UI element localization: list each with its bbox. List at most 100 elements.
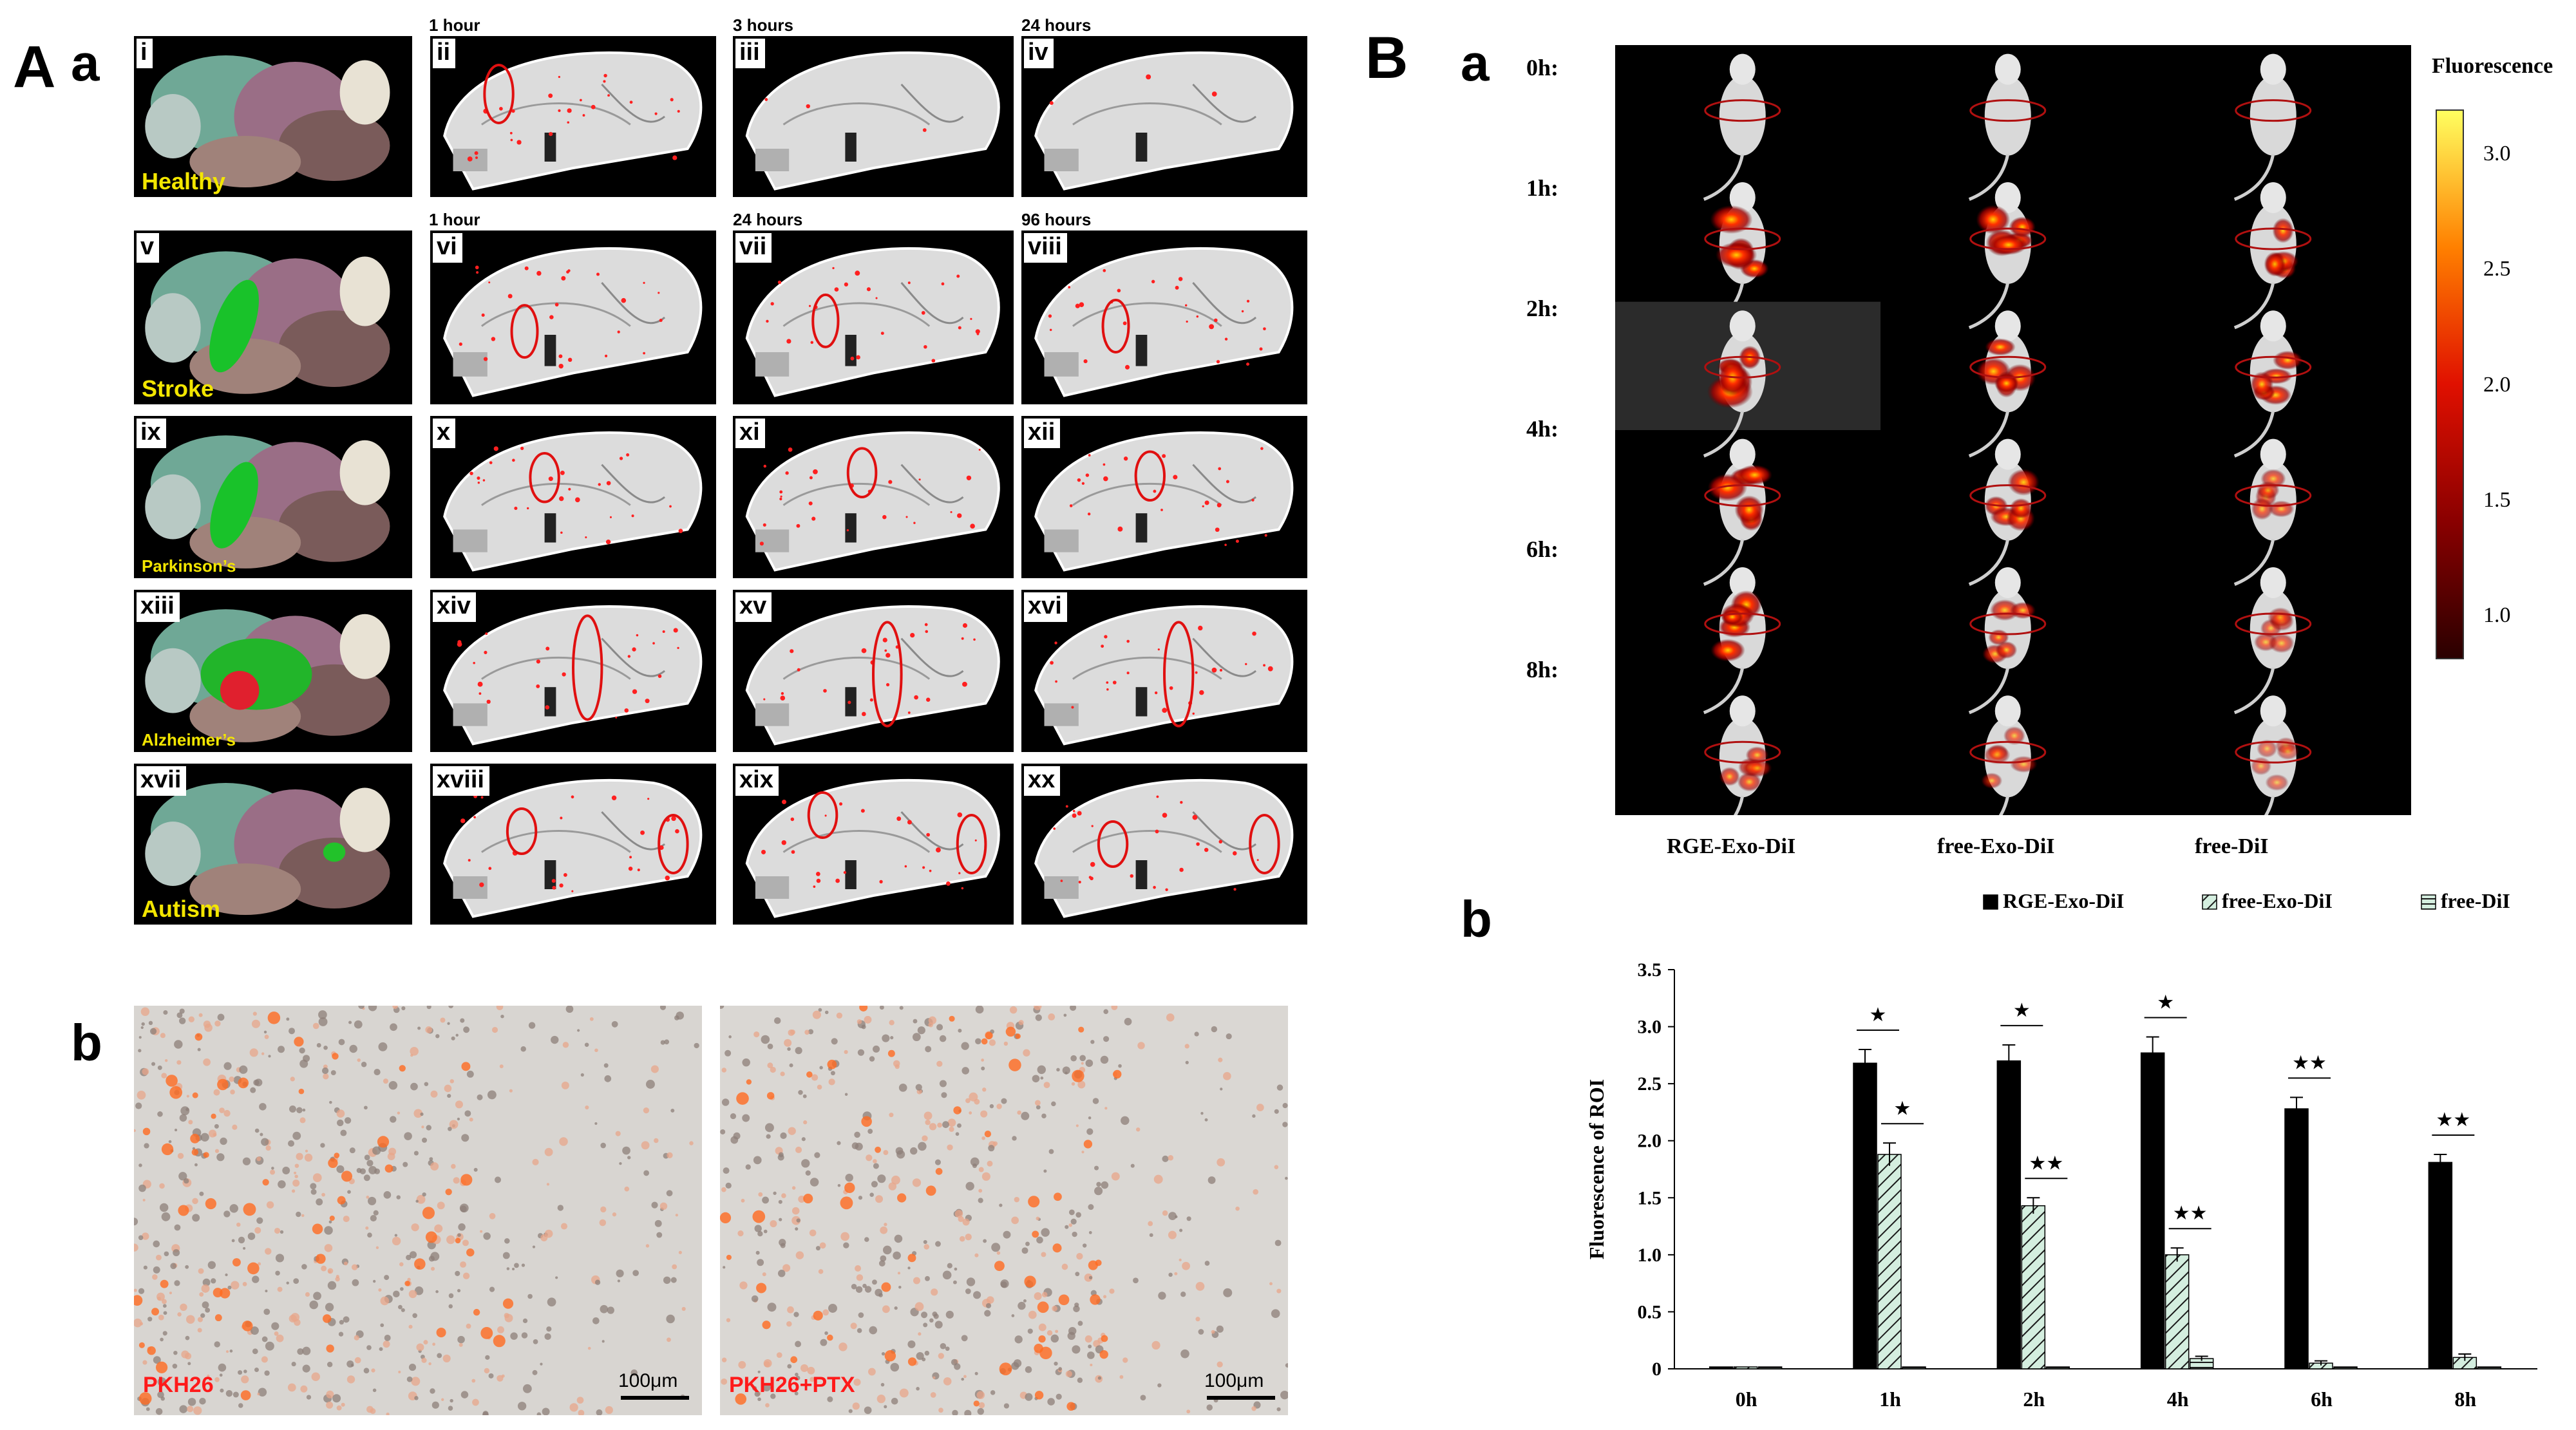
brain-numeral-4: xiii bbox=[137, 592, 180, 622]
micrograph-pkh26: PKH26 100μm bbox=[134, 1006, 702, 1415]
micrograph-pkh26-image bbox=[134, 1006, 702, 1415]
brain-scan-iv: iv bbox=[1021, 36, 1307, 197]
micrograph-pkh26-ptx-scale: 100μm bbox=[1204, 1370, 1264, 1391]
legend-label-0: RGE-Exo-DiI bbox=[2003, 889, 2124, 912]
brain-scan-ii: ii bbox=[430, 36, 716, 197]
colorbar-title: Fluorescence bbox=[2432, 54, 2553, 78]
micrograph-pkh26-scale: 100μm bbox=[618, 1370, 678, 1391]
bar-RGE-Exo-DiI-4h bbox=[2140, 1052, 2165, 1369]
bar-RGE-Exo-DiI-6h bbox=[2284, 1108, 2309, 1369]
y-tick-label-4: 2.0 bbox=[1638, 1131, 1662, 1152]
x-tick-label-4h: 4h bbox=[2167, 1388, 2189, 1411]
bar-RGE-Exo-DiI-1h bbox=[1853, 1062, 1877, 1369]
time-header-viii: 96 hours bbox=[1021, 210, 1092, 229]
bar-free-DiI-8h bbox=[2477, 1366, 2502, 1369]
mouse-5-1 bbox=[1968, 695, 2047, 843]
mouse-5-0 bbox=[1703, 695, 1781, 843]
brain-illustration-2: v Stroke bbox=[134, 230, 412, 404]
y-tick-label-2: 1.0 bbox=[1638, 1245, 1662, 1266]
significance-marker-1: ★ bbox=[1894, 1097, 1911, 1120]
imaging-row-time-4: 6h: bbox=[1526, 536, 1559, 562]
mouse-2-2 bbox=[2233, 310, 2312, 458]
y-tick-label-3: 1.5 bbox=[1638, 1187, 1662, 1209]
mouse-1-0 bbox=[1703, 182, 1781, 330]
y-tick-label-7: 3.5 bbox=[1638, 959, 1662, 981]
mouse-2-1 bbox=[1968, 310, 2047, 458]
imaging-column-label-1: free-Exo-DiI bbox=[1937, 834, 2055, 858]
scan-numeral-xviii: xviii bbox=[433, 766, 489, 796]
x-tick-label-1h: 1h bbox=[1879, 1388, 1901, 1411]
imaging-row-time-5: 8h: bbox=[1526, 657, 1559, 682]
y-tick-label-5: 2.5 bbox=[1638, 1073, 1662, 1095]
bar-free-Exo-DiI-2h bbox=[2021, 1205, 2046, 1369]
bar-free-Exo-DiI-1h bbox=[1877, 1154, 1902, 1369]
bar-free-DiI-2h bbox=[2045, 1366, 2070, 1369]
panel-a-label: A bbox=[13, 34, 56, 100]
brain-scan-xv: xv bbox=[733, 590, 1014, 752]
legend-swatch-0 bbox=[1983, 894, 1998, 910]
scan-numeral-viii: viii bbox=[1024, 233, 1067, 263]
scan-numeral-xv: xv bbox=[735, 592, 772, 622]
imaging-row-time-1: 1h: bbox=[1526, 175, 1559, 201]
imaging-column-label-0: RGE-Exo-DiI bbox=[1667, 834, 1796, 858]
significance-marker-0: ★ bbox=[1870, 1004, 1887, 1026]
bar-free-DiI-0h bbox=[1757, 1366, 1783, 1369]
time-header-iii: 3 hours bbox=[733, 15, 793, 35]
bar-chart: 0 0.5 1.0 1.5 2.0 2.5 3.0 3.5 Fluorescence of RO… bbox=[1585, 889, 2537, 1411]
colorbar-tick-2: 2.0 bbox=[2483, 372, 2511, 397]
mouse-2-0 bbox=[1703, 310, 1781, 458]
x-tick-label-8h: 8h bbox=[2454, 1388, 2476, 1411]
imaging-row-time-2: 2h: bbox=[1526, 296, 1559, 321]
brain-scan-xii: xii bbox=[1021, 416, 1307, 578]
significance-marker-2: ★ bbox=[2013, 999, 2031, 1022]
mouse-3-0 bbox=[1703, 438, 1781, 586]
time-header-vi: 1 hour bbox=[429, 210, 480, 229]
scan-numeral-xx: xx bbox=[1024, 766, 1061, 796]
micrograph-pkh26-ptx-image bbox=[720, 1006, 1288, 1415]
scan-numeral-xiv: xiv bbox=[433, 592, 476, 622]
mouse-4-2 bbox=[2233, 567, 2312, 715]
panel-a-sub-a-label: a bbox=[71, 34, 100, 91]
imaging-row-time-0: 0h: bbox=[1526, 55, 1559, 80]
micrograph-pkh26-scale-bar bbox=[621, 1396, 689, 1400]
x-tick-label-0h: 0h bbox=[1736, 1388, 1757, 1411]
significance-marker-5: ★★ bbox=[2173, 1202, 2208, 1225]
bar-free-Exo-DiI-0h bbox=[1733, 1366, 1758, 1369]
condition-label-2: Stroke bbox=[142, 375, 214, 402]
scan-numeral-x: x bbox=[433, 419, 456, 448]
brain-scan-xiv: xiv bbox=[430, 590, 716, 752]
mouse-4-1 bbox=[1968, 567, 2047, 715]
condition-label-4: Alzheimer’s bbox=[142, 730, 236, 749]
brain-scan-vi: vi bbox=[430, 230, 716, 404]
brain-illustration-3: ix Parkinson’s bbox=[134, 416, 412, 578]
brain-scan-iii: iii bbox=[733, 36, 1014, 197]
condition-label-1: Healthy bbox=[142, 168, 226, 194]
mouse-3-2 bbox=[2233, 438, 2312, 586]
scan-numeral-xii: xii bbox=[1024, 419, 1061, 448]
legend-label-2: free-DiI bbox=[2441, 889, 2510, 912]
y-axis-label: Fluorescence of ROI bbox=[1585, 1079, 1608, 1259]
colorbar-tick-0: 3.0 bbox=[2483, 141, 2511, 165]
bar-RGE-Exo-DiI-0h bbox=[1709, 1366, 1734, 1369]
brain-scan-x: x bbox=[430, 416, 716, 578]
micrograph-pkh26-label: PKH26 bbox=[143, 1373, 214, 1397]
panel-b-label: B bbox=[1365, 25, 1408, 91]
significance-marker-3: ★★ bbox=[2029, 1152, 2063, 1174]
in-vivo-imaging-panel bbox=[1615, 45, 2411, 843]
bar-free-DiI-1h bbox=[1902, 1366, 1926, 1369]
brain-illustration-4: xiii Alzheimer’s bbox=[134, 590, 412, 752]
colorbar-tick-3: 1.5 bbox=[2483, 488, 2511, 512]
brain-scan-xviii: xviii bbox=[430, 764, 716, 925]
bar-RGE-Exo-DiI-8h bbox=[2428, 1162, 2453, 1369]
condition-label-3: Parkinson’s bbox=[142, 556, 236, 576]
brain-numeral-1: i bbox=[137, 39, 153, 68]
brain-numeral-5: xvii bbox=[137, 766, 187, 796]
mouse-0-2 bbox=[2233, 53, 2312, 201]
micrograph-pkh26-ptx-label: PKH26+PTX bbox=[729, 1373, 855, 1397]
brain-scan-xx: xx bbox=[1021, 764, 1307, 925]
bar-free-DiI-6h bbox=[2333, 1366, 2358, 1369]
panel-b-sub-b-label: b bbox=[1461, 890, 1492, 948]
bar-RGE-Exo-DiI-2h bbox=[1996, 1060, 2022, 1369]
mouse-3-1 bbox=[1968, 438, 2047, 586]
brain-scan-xix: xix bbox=[733, 764, 1014, 925]
